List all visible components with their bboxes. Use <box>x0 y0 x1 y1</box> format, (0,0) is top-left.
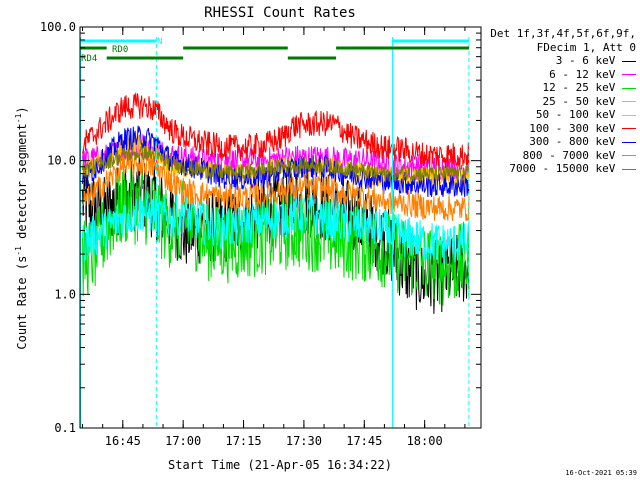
legend-header-line-2: FDecim 1, Att 0 <box>536 40 636 54</box>
legend-label: 12 - 25 keV <box>542 81 622 94</box>
plot-frame <box>79 26 482 429</box>
series-line-25-50keV <box>82 191 470 264</box>
x-axis: 16:45 17:00 17:15 17:30 17:45 18:00 <box>82 27 466 448</box>
series-line-100-300keV <box>82 92 470 169</box>
legend-label: 800 - 7000 keV <box>522 148 622 162</box>
legend-label: 25 - 50 keV <box>542 94 622 108</box>
legend-entry: 50 - 100 keV <box>486 108 636 122</box>
legend-swatch <box>622 101 636 102</box>
legend-label: 3 - 6 keV <box>555 54 622 67</box>
legend-entry: 7000 - 15000 keV <box>486 162 636 176</box>
x-tick-label: 17:00 <box>165 434 201 448</box>
legend-label: 6 - 12 keV <box>549 67 622 81</box>
rd0-label: RD0 <box>112 45 128 55</box>
chart-title: RHESSI Count Rates <box>204 5 356 21</box>
rd4-label: RD4 <box>81 54 97 64</box>
x-tick-label: 18:00 <box>407 434 443 448</box>
series-line-7000-15000keV <box>82 143 470 182</box>
legend-swatch <box>622 155 636 156</box>
x-tick-label: 16:45 <box>105 434 141 448</box>
legend-entry: 6 - 12 keV <box>486 68 636 82</box>
x-tick-label: 17:45 <box>346 434 382 448</box>
legend-entry: 300 - 800 keV <box>486 135 636 149</box>
legend-label: 300 - 800 keV <box>529 135 622 148</box>
x-axis-label: Start Time (21-Apr-05 16:34:22) <box>168 458 392 472</box>
legend-swatch <box>622 87 636 89</box>
attenuator-markers <box>80 37 470 428</box>
x-tick-label: 17:30 <box>286 434 322 448</box>
legend: Det 1f,3f,4f,5f,6f,9f, FDecim 1, Att 0 3… <box>486 27 636 176</box>
legend-label: 7000 - 15000 keV <box>509 162 622 175</box>
y-axis-label: Count Rate (s-1 detector segment-1) <box>14 106 29 349</box>
legend-items: 3 - 6 keV 6 - 12 keV 12 - 25 keV 25 - 50… <box>486 54 636 176</box>
legend-entry: 100 - 300 keV <box>486 122 636 136</box>
y-tick-label: 100.0 <box>40 20 76 34</box>
y-tick-label: 10.0 <box>47 154 76 168</box>
y-tick-label: 1.0 <box>54 287 76 301</box>
state-bars: N RD0 RD4 <box>80 37 469 64</box>
legend-swatch <box>622 60 636 62</box>
x-tick-label: 17:15 <box>225 434 261 448</box>
legend-swatch <box>622 168 636 170</box>
legend-header-line-1: Det 1f,3f,4f,5f,6f,9f, <box>490 27 636 40</box>
series-layer <box>82 92 470 314</box>
y-tick-label: 0.1 <box>54 421 76 435</box>
legend-entry: 12 - 25 keV <box>486 81 636 95</box>
legend-swatch <box>622 74 636 75</box>
legend-swatch <box>622 114 636 116</box>
legend-entry: 25 - 50 keV <box>486 95 636 109</box>
legend-label: 50 - 100 keV <box>535 108 622 121</box>
footer-timestamp: 16-Oct-2021 05:39 <box>565 469 637 477</box>
legend-label: 100 - 300 keV <box>529 121 622 135</box>
legend-swatch <box>622 128 636 129</box>
attenuator-label: N <box>157 37 162 47</box>
legend-entry: 3 - 6 keV <box>486 54 636 68</box>
y-axis: 0.1 1.0 10.0 100.0 <box>40 20 481 435</box>
legend-swatch <box>622 141 636 143</box>
legend-entry: 800 - 7000 keV <box>486 149 636 163</box>
